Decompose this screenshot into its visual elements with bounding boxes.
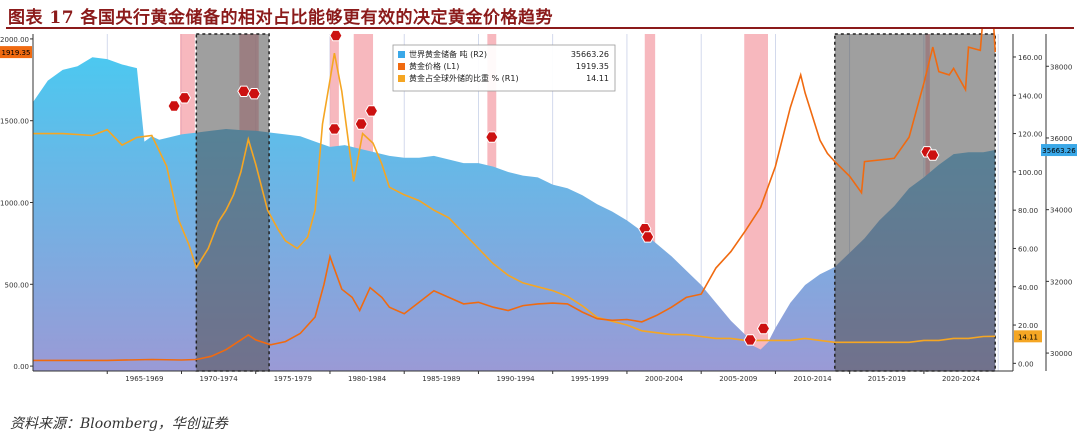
recession-band (744, 34, 768, 371)
x-axis-tick-label: 2000-2004 (645, 375, 684, 383)
title-rule (6, 27, 1074, 29)
gold-reserves-chart: 0.00 500.00 1000.00 1500.00 2000.00 0.00 20.00… (0, 29, 1077, 383)
shaded-period-box (195, 33, 270, 372)
event-marker (364, 105, 379, 117)
r1-axis-tick-label: 60.00 (1018, 245, 1038, 253)
axes: 0.00 500.00 1000.00 1500.00 2000.00 0.00 20.00… (0, 34, 1072, 383)
legend-label: 黄金价格 (L1) (409, 61, 459, 71)
x-axis-tick-label: 1995-1999 (571, 375, 609, 383)
last-value-tags: 1919.35 14.11 35663.26 (0, 46, 1077, 343)
left-axis-tick-label: 500.00 (5, 281, 30, 289)
legend-box (392, 44, 616, 92)
source-note: 资料来源：Bloomberg，华创证券 (10, 416, 228, 432)
r1-axis-tick-label: 80.00 (1018, 207, 1038, 215)
x-axis-tick-label: 2010-2014 (793, 375, 832, 383)
reserves-last-value-tag-bg (1041, 144, 1077, 157)
event-marker (237, 85, 251, 97)
left-axis-tick-label: 2000.00 (0, 36, 29, 44)
share-last-value-tag: 14.11 (1018, 333, 1038, 341)
r1-axis-tick-label: 160.00 (1018, 54, 1043, 62)
r1-axis-tick-label: 140.00 (1018, 92, 1043, 100)
x-axis-tick-label: 1980-1984 (348, 375, 387, 383)
r2-axis-tick-label: 32000 (1050, 278, 1072, 286)
x-axis-tick-label: 2015-2019 (868, 375, 906, 383)
legend-label: 世界黄金储备 吨 (R2) (409, 49, 487, 59)
r2-axis-tick-label: 36000 (1050, 135, 1072, 143)
r2-axis-tick-label: 38000 (1050, 63, 1072, 71)
r2-axis-tick-label: 34000 (1050, 207, 1072, 215)
reserves-area (33, 57, 996, 372)
legend-value: 14.11 (586, 74, 609, 83)
share-last-value-tag-bg (1014, 330, 1042, 343)
legend-value: 35663.26 (571, 50, 609, 59)
event-markers (167, 29, 940, 346)
r1-axis-tick-label: 120.00 (1018, 131, 1043, 139)
event-marker (167, 100, 181, 112)
price-last-value-tag-bg (0, 46, 32, 59)
event-marker (485, 131, 499, 143)
price-line (33, 29, 996, 362)
r1-axis-tick-label: 100.00 (1018, 169, 1043, 177)
x-axis-tick-label: 2005-2009 (719, 375, 757, 383)
price-last-value-tag: 1919.35 (2, 49, 31, 57)
event-marker (329, 29, 343, 42)
r1-axis-tick-label: 0.00 (1018, 360, 1034, 368)
r1-axis-tick-label: 20.00 (1018, 322, 1038, 330)
x-axis-tick-label: 1965-1969 (125, 375, 163, 383)
x-axis-tick-label: 1970-1974 (200, 375, 239, 383)
legend-swatch (398, 75, 405, 82)
x-axis-tick-label: 2020-2024 (942, 375, 981, 383)
x-axis-tick-label: 1990-1994 (496, 375, 535, 383)
legend-label: 黄金占全球外储的比重 % (R1) (409, 73, 519, 83)
x-axis-tick-label: 1985-1989 (422, 375, 460, 383)
left-axis-tick-label: 0.00 (13, 363, 29, 371)
x-axis-tick-label: 1975-1979 (274, 375, 312, 383)
reserves-last-value-tag: 35663.26 (1042, 147, 1076, 155)
legend: 世界黄金储备 吨 (R2) 35663.26 黄金价格 (L1) 1919.35 黄金占… (392, 44, 616, 92)
r1-axis-tick-label: 40.00 (1018, 284, 1038, 292)
legend-swatch (398, 63, 405, 70)
event-marker (641, 231, 655, 243)
shaded-periods (195, 33, 996, 372)
event-marker (756, 322, 771, 335)
event-marker (743, 334, 757, 346)
share-line (33, 52, 996, 344)
event-marker (354, 118, 368, 130)
legend-value: 1919.35 (576, 62, 609, 71)
event-marker (177, 92, 192, 104)
r2-axis-tick-label: 30000 (1050, 350, 1072, 358)
event-marker (247, 88, 261, 100)
shaded-period-box (834, 33, 996, 372)
left-axis-tick-label: 1000.00 (0, 200, 29, 208)
event-marker (327, 123, 341, 135)
recession-band (644, 34, 656, 371)
figure-title: 图表 17 各国央行黄金储备的相对占比能够更有效的决定黄金价格趋势 (8, 8, 553, 28)
legend-swatch (398, 51, 405, 58)
left-axis-tick-label: 1500.00 (0, 118, 29, 126)
event-marker (926, 149, 940, 161)
